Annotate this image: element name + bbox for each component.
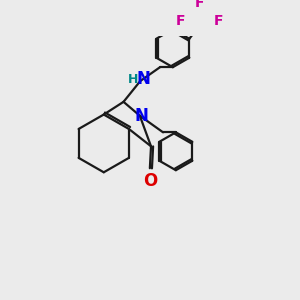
Text: F: F [214,14,224,28]
Text: N: N [136,70,150,88]
Text: O: O [143,172,157,190]
Text: N: N [134,107,148,125]
Text: F: F [194,0,204,10]
Text: H: H [128,73,139,86]
Text: F: F [176,14,185,28]
